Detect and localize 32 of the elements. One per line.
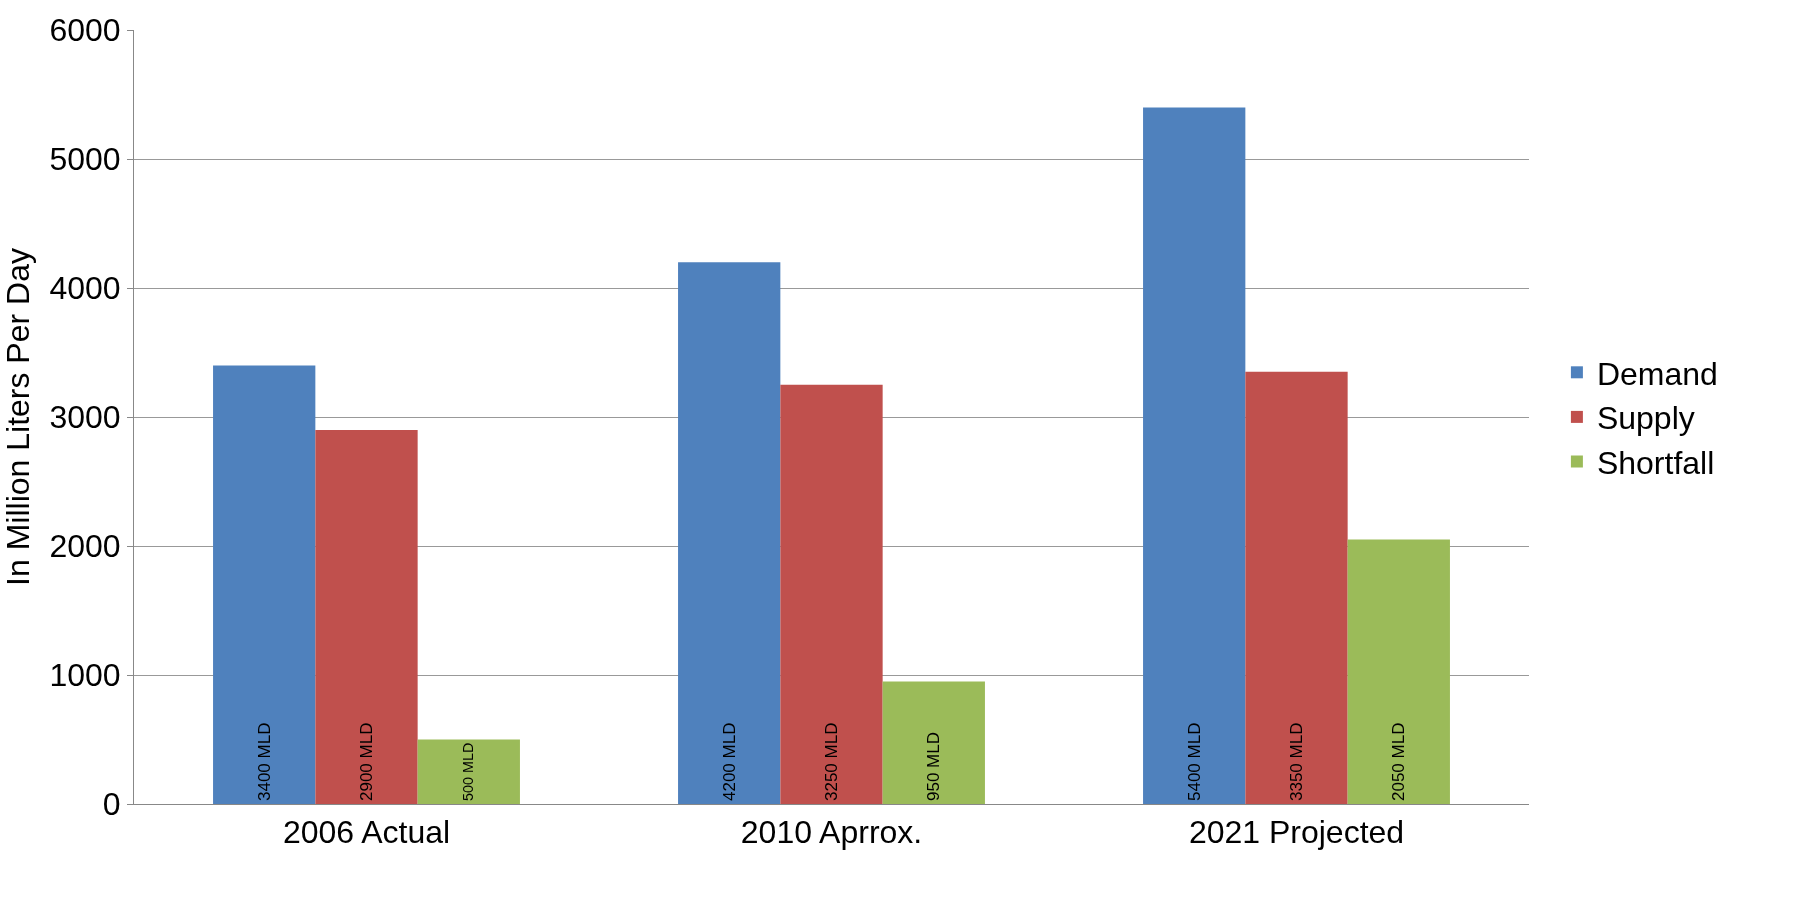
x-tick-label: 2021 Projected — [1188, 814, 1405, 851]
x-tick-label: 2010 Aprrox. — [740, 814, 923, 851]
bar — [213, 365, 316, 804]
y-tick-label: 3000 — [49, 399, 121, 436]
data-label: 5400 MLD — [1184, 722, 1204, 801]
data-label: 3350 MLD — [1287, 722, 1306, 801]
bar — [1347, 539, 1450, 804]
x-tick-label: 2006 Actual — [282, 814, 451, 851]
data-label: 3250 MLD — [822, 722, 841, 801]
legend-label: Shortfall — [1596, 444, 1715, 481]
legend-label: Supply — [1596, 400, 1695, 437]
y-tick-label: 1000 — [49, 657, 121, 694]
y-tick-label: 0 — [102, 786, 121, 823]
data-label: 4200 MLD — [719, 722, 739, 801]
bar — [417, 739, 520, 804]
bar — [780, 384, 883, 804]
y-tick-label: 6000 — [49, 12, 121, 49]
bar — [1245, 371, 1348, 804]
bar — [678, 262, 781, 804]
y-tick-label: 5000 — [49, 141, 121, 178]
y-tick-label: 2000 — [49, 528, 121, 565]
y-axis-title: In Million Liters Per Day — [0, 248, 36, 586]
legend-label: Demand — [1596, 355, 1718, 392]
data-label: 500 MLD — [460, 742, 477, 801]
data-label: 950 MLD — [924, 732, 944, 801]
data-label: 2900 MLD — [357, 722, 376, 801]
data-label: 2050 MLD — [1389, 722, 1409, 801]
bar — [882, 681, 985, 804]
data-label: 3400 MLD — [254, 722, 274, 801]
bar — [1143, 107, 1246, 804]
y-tick-label: 4000 — [49, 270, 121, 307]
bar — [315, 429, 418, 804]
